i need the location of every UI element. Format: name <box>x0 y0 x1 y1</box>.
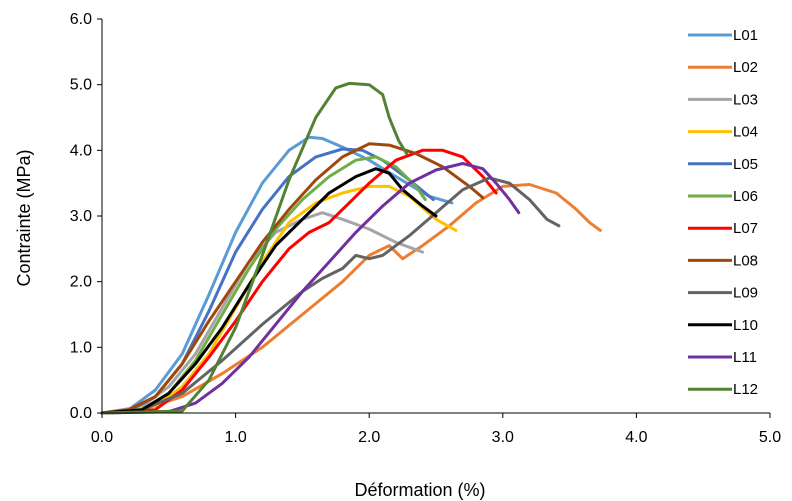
legend-item-l12: L12 <box>688 381 758 398</box>
legend-label: L01 <box>733 27 758 44</box>
legend-label: L11 <box>733 349 757 366</box>
legend: L01 L02 L03 L04 L05 L06 L07 L08 L09 L10 L11 L12 <box>688 27 758 398</box>
series-line-l10 <box>100 167 438 415</box>
x-tick-label: 3.0 <box>492 429 514 446</box>
y-tick-label: 5.0 <box>70 77 92 94</box>
series-line-l03 <box>100 211 425 415</box>
y-axis-title: Contrainte (MPa) <box>14 149 34 286</box>
series-line-l08 <box>100 142 485 415</box>
x-axis-title: Déformation (%) <box>354 480 485 500</box>
x-tick-label: 1.0 <box>224 429 246 446</box>
legend-item-l03: L03 <box>688 91 758 108</box>
legend-label: L08 <box>733 252 758 269</box>
legend-item-l09: L09 <box>688 285 758 302</box>
legend-label: L04 <box>733 124 758 141</box>
legend-item-l10: L10 <box>688 317 758 334</box>
axes: 0.0 1.0 2.0 3.0 4.0 5.0 6.0 0.0 1.0 2.0 3.0 4.0 5.0 <box>70 11 781 446</box>
legend-item-l04: L04 <box>688 124 758 141</box>
legend-item-l02: L02 <box>688 59 758 76</box>
y-tick-label: 6.0 <box>70 11 92 28</box>
series-line-l12 <box>100 81 409 415</box>
legend-label: L05 <box>733 156 758 173</box>
y-tick-label: 2.0 <box>70 274 92 291</box>
legend-item-l06: L06 <box>688 188 758 205</box>
legend-item-l01: L01 <box>688 27 758 44</box>
series-line-l04 <box>100 184 458 415</box>
series-line-l07 <box>100 148 498 415</box>
legend-label: L10 <box>733 317 758 334</box>
x-tick-label: 4.0 <box>625 429 647 446</box>
legend-label: L06 <box>733 188 758 205</box>
y-tick-label: 1.0 <box>70 339 92 356</box>
x-tick-label: 5.0 <box>759 429 781 446</box>
series-line-l09 <box>100 176 561 415</box>
legend-item-l07: L07 <box>688 220 758 237</box>
x-tick-label: 0.0 <box>91 429 113 446</box>
y-tick-label: 3.0 <box>70 208 92 225</box>
legend-label: L03 <box>733 91 758 108</box>
legend-item-l05: L05 <box>688 156 758 173</box>
series-line-l01 <box>100 135 454 415</box>
series-line-l06 <box>100 155 427 415</box>
plot-area <box>100 81 602 415</box>
legend-item-l11: L11 <box>688 349 757 366</box>
y-tick-label: 4.0 <box>70 142 92 159</box>
series-line-l05 <box>100 147 435 415</box>
series-line-l11 <box>100 162 521 415</box>
series-line-l02 <box>100 183 602 415</box>
legend-label: L09 <box>733 285 758 302</box>
legend-label: L07 <box>733 220 758 237</box>
x-tick-label: 2.0 <box>358 429 380 446</box>
legend-item-l08: L08 <box>688 252 758 269</box>
y-tick-label: 0.0 <box>70 405 92 422</box>
legend-label: L02 <box>733 59 758 76</box>
legend-label: L12 <box>733 381 758 398</box>
